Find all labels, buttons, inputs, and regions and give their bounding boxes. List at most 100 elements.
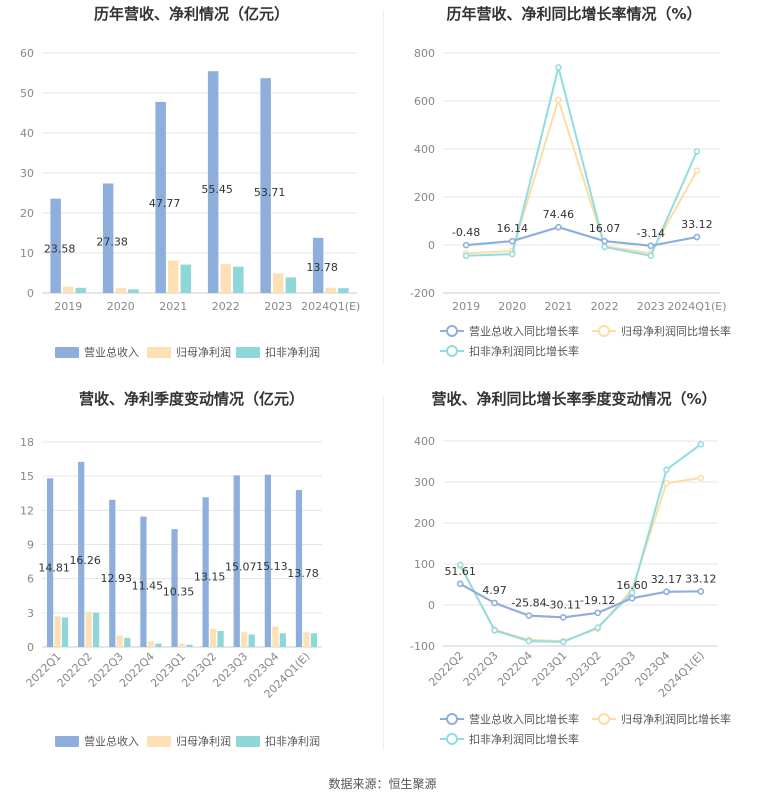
revenue-point	[697, 588, 705, 595]
revenue-bar	[264, 474, 271, 647]
revenue-bar	[78, 461, 85, 647]
parent-profit-bar	[273, 273, 284, 293]
chart-title: 历年营收、净利情况（亿元）	[94, 5, 289, 23]
deducted-profit-point	[594, 624, 601, 631]
parent-profit-point	[693, 167, 701, 174]
deducted-profit-legend-marker	[446, 345, 458, 357]
line-data-label: -3.14	[637, 227, 665, 240]
deducted-profit-bar	[75, 287, 87, 293]
parent-profit-bar	[241, 632, 248, 647]
y-tick-label: 40	[20, 127, 34, 140]
deducted-profit-bar	[233, 266, 244, 293]
x-tick-label: 2023Q1	[529, 649, 569, 689]
x-tick-label: 2021	[159, 300, 187, 313]
y-tick-label: 0	[428, 599, 435, 612]
deducted-profit-line	[459, 443, 702, 643]
y-tick-label: 800	[414, 47, 435, 60]
y-tick-label: 6	[27, 573, 34, 586]
y-tick-label: 15	[20, 470, 34, 483]
revenue-point	[456, 580, 464, 588]
line-data-label: -0.48	[452, 226, 480, 239]
parent-profit-bar	[63, 286, 74, 293]
deducted-profit-bar	[128, 289, 139, 293]
line-data-label: 74.46	[543, 208, 575, 221]
annual-growth-chart: 历年营收、净利同比增长率情况（%） -200 0 200 400 600 800 2019 20…	[383, 0, 765, 385]
bar-data-label: 55.45	[201, 183, 233, 196]
x-tick-label: 2023	[264, 300, 292, 313]
line-data-label: -25.84	[511, 597, 546, 610]
x-tick-label: 2022Q2	[426, 649, 466, 689]
deducted-profit-legend-marker	[446, 733, 458, 745]
x-tick-label: 2022	[591, 300, 619, 313]
parent-profit-bar	[303, 632, 310, 647]
deducted-profit-point	[693, 148, 701, 155]
deducted-profit-point	[509, 250, 516, 258]
legend-label: 扣非净利润	[265, 345, 320, 359]
parent-profit-bar	[147, 641, 154, 647]
deducted-profit-point	[560, 638, 567, 646]
x-tick-label: 2022Q4	[495, 649, 535, 689]
x-tick-label: 2020	[498, 300, 526, 313]
y-tick-label: 30	[20, 167, 34, 180]
deducted-profit-point	[647, 252, 654, 260]
deducted-profit-bar	[338, 288, 349, 293]
bar-data-label: 13.78	[306, 261, 338, 274]
bar-data-label: 15.07	[225, 560, 257, 573]
revenue-point	[594, 609, 601, 617]
y-tick-label: 18	[20, 436, 34, 449]
divider-bottom	[383, 395, 384, 750]
bar-data-label: 47.77	[149, 197, 181, 210]
quarterly_amount-svg: 营收、净利季度变动情况（亿元）03691215182022Q12022Q2202…	[20, 390, 322, 748]
y-tick-label: 9	[27, 539, 34, 552]
revenue-line-top	[465, 226, 698, 247]
annual-amount-chart: 历年营收、净利情况（亿元） 0 10 20 30 40 50 60 2019 2020 2021 20…	[0, 0, 383, 385]
parent-profit-point	[663, 479, 670, 487]
parent-profit-bar	[272, 626, 279, 647]
parent-profit-legend-swatch	[147, 347, 171, 358]
revenue-bar	[233, 475, 240, 647]
legend-label: 扣非净利润同比增长率	[469, 344, 579, 358]
parent-profit-bar	[116, 635, 123, 647]
revenue-legend-swatch	[55, 347, 79, 358]
revenue-point	[693, 233, 701, 241]
y-tick-label: 600	[414, 95, 435, 108]
bar-data-label: 12.93	[101, 572, 133, 585]
x-tick-label: 2023	[637, 300, 665, 313]
deducted-profit-point	[456, 561, 464, 569]
chart-title: 营收、净利季度变动情况（亿元）	[79, 390, 304, 408]
deducted-profit-point	[462, 252, 470, 260]
deducted-profit-point	[663, 466, 670, 473]
parent-profit-legend-marker	[598, 713, 610, 725]
y-tick-label: 3	[27, 607, 34, 620]
deducted-profit-bar	[93, 612, 100, 647]
quarterly-amount-chart: 营收、净利季度变动情况（亿元） 0 3 6 9 12 15 18 2022Q1 2022Q2 202…	[0, 385, 383, 770]
revenue-legend-swatch	[55, 736, 79, 747]
parent-profit-legend-marker	[598, 325, 610, 337]
deducted-profit-bar	[217, 631, 224, 647]
legend-label: 营业总收入	[84, 734, 139, 748]
parent-profit-bar	[325, 287, 336, 293]
deducted-profit-bar	[124, 637, 131, 647]
x-tick-label: 2019	[452, 300, 480, 313]
y-tick-label: -200	[410, 287, 435, 300]
revenue-bar	[312, 237, 324, 293]
deducted-profit-bar	[155, 643, 162, 647]
annual_amount-svg: 历年营收、净利情况（亿元） 0 10 20 30 40 50 60 2019 2020 2021 20…	[20, 5, 360, 359]
line-data-label: 51.61	[444, 565, 476, 578]
revenue-bar	[50, 198, 61, 293]
revenue-bar	[202, 497, 209, 647]
legend-label: 归母净利润同比增长率	[621, 712, 731, 726]
line-data-label: 16.07	[589, 222, 621, 235]
deducted-profit-bar	[186, 644, 193, 647]
bar-data-label: 27.38	[96, 236, 128, 249]
bar-data-label: 15.13	[256, 560, 288, 573]
parent-profit-point	[555, 96, 562, 104]
revenue-bar	[155, 101, 166, 293]
revenue-point	[647, 242, 654, 250]
line-data-label: 32.17	[651, 573, 683, 586]
deducted-profit-point	[601, 243, 608, 251]
divider-top	[383, 10, 384, 365]
line-data-label: 16.60	[616, 579, 648, 592]
line-data-label: 33.12	[685, 572, 717, 585]
